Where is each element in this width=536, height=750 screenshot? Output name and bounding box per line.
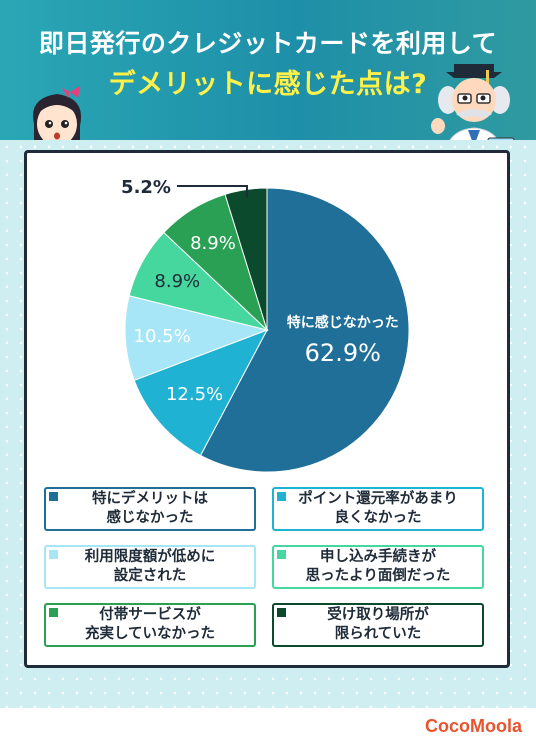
legend-swatch [277,608,286,617]
pie-data-label: 62.9% [305,339,381,367]
legend-item: 申し込み手続きが 思ったより面倒だった [272,545,484,589]
legend-label-line2: 限られていた [334,626,422,642]
legend-label: 申し込み手続きが 思ったより面倒だった [306,548,451,586]
legend-label-line1: 受け取り場所が [327,607,429,623]
legend-label-line2: 良くなかった [334,510,422,526]
legend-swatch [277,550,286,559]
pie-data-label: 5.2% [121,177,171,198]
pie-slice [199,187,410,473]
legend-label: 付帯サービスが 充実していなかった [85,606,215,644]
header-banner [0,0,536,140]
title-line-1: 即日発行のクレジットカードを利用して [38,29,498,58]
pie-data-label: 12.5% [166,384,223,405]
pie-inner-caption: 特に感じなかった [287,314,399,331]
legend-label-line2: 感じなかった [106,510,194,526]
pie-data-label: 10.5% [134,326,191,347]
legend-label-line1: 申し込み手続きが [320,549,436,565]
cocomoola-logo: CocoMoola [425,716,522,736]
legend-label-line1: 特にデメリットは [92,491,208,507]
legend-label: 受け取り場所が 限られていた [327,606,429,644]
legend-label-line1: 利用限度額が低めに [84,549,216,565]
legend-swatch [49,608,58,617]
legend-item: 特にデメリットは 感じなかった [44,487,256,531]
pie-data-label: 8.9% [154,271,200,292]
legend-label-line2: 思ったより面倒だった [305,568,451,584]
legend-label-line1: ポイント還元率があまり [298,491,458,507]
leader-line [176,185,248,198]
pie-slice [133,329,269,457]
legend-item: 受け取り場所が 限られていた [272,603,484,647]
legend-label: ポイント還元率があまり 良くなかった [298,490,458,528]
legend-swatch [49,550,58,559]
title-line-2: デメリットに感じた点は? [108,69,428,100]
legend-label-line1: 付帯サービスが [99,607,201,623]
legend-label-line2: 充実していなかった [84,626,216,642]
legend-item: ポイント還元率があまり 良くなかった [272,487,484,531]
legend-label: 特にデメリットは 感じなかった [92,490,208,528]
pie-slice [224,187,268,331]
legend-label-line2: 設定された [113,568,187,584]
pie-chart: 62.9% 特に感じなかった 12.5% 10.5% 8.9% 8.9% 5.2% [121,177,410,473]
legend-item: 利用限度額が低めに 設定された [44,545,256,589]
legend-swatch [277,492,286,501]
pie-slice [124,295,269,381]
legend-label: 利用限度額が低めに 設定された [85,548,216,586]
legend-item: 付帯サービスが 充実していなかった [44,603,256,647]
pie-data-label: 8.9% [190,233,236,254]
legend-swatch [49,492,58,501]
footer-bar [0,708,536,750]
